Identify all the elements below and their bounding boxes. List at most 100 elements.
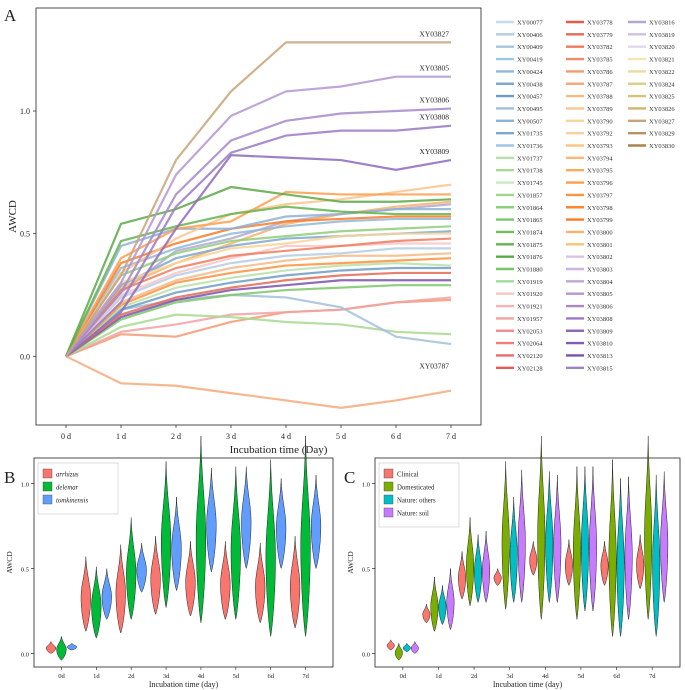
y-axis-label: AWCD bbox=[5, 551, 14, 574]
violin-2d-tomkinensis bbox=[136, 542, 147, 593]
series-line-XY01865 bbox=[65, 284, 451, 358]
series-line-XY01737 bbox=[65, 262, 452, 358]
y-tick-label: 0.0 bbox=[20, 352, 30, 361]
legend-label: XY01919 bbox=[517, 279, 543, 286]
annotation-XY03805: XY03805 bbox=[419, 64, 449, 73]
legend-label: XY00077 bbox=[517, 20, 543, 27]
legend-label: Nature: others bbox=[397, 498, 436, 505]
legend-label: XY03820 bbox=[649, 44, 675, 51]
legend-label: XY03810 bbox=[587, 341, 613, 348]
legend-label: XY03789 bbox=[587, 106, 613, 113]
x-tick-label: 1d bbox=[435, 673, 442, 680]
violin-5d-Domesticated bbox=[572, 466, 581, 620]
violin-3d-arrhizus bbox=[150, 536, 161, 615]
legend-label: XY03822 bbox=[649, 69, 675, 76]
legend-label: XY03792 bbox=[587, 131, 613, 138]
legend-label: Nature: soil bbox=[397, 511, 429, 518]
legend-label: XY03788 bbox=[587, 94, 613, 101]
legend-label: XY01737 bbox=[517, 155, 543, 162]
violin-4d-Nature: soil bbox=[553, 474, 562, 603]
series-line-XY00507 bbox=[65, 208, 451, 357]
x-tick-label: 4d bbox=[542, 673, 549, 680]
legend-label: XY00424 bbox=[517, 69, 543, 76]
violin-6d-delemar bbox=[265, 459, 276, 637]
y-axis-label: AWCD bbox=[7, 200, 19, 233]
legend-label: XY01876 bbox=[517, 254, 543, 261]
violin-3d-Clinical bbox=[493, 568, 502, 586]
x-tick-label: 2d bbox=[128, 673, 135, 680]
violin-3d-Nature: soil bbox=[517, 469, 526, 603]
legend-label: XY03798 bbox=[587, 205, 613, 212]
legend-label: XY03813 bbox=[587, 353, 613, 360]
panel-a-line-chart: 0 d 1 d 2 d 3 d 4 d 5 d 6 d 7 d 0.0 0.5 1.0 Incubat… bbox=[7, 7, 482, 456]
x-tick-label: 0d bbox=[58, 673, 65, 680]
legend-label: XY01857 bbox=[517, 192, 543, 199]
y-tick-label: 0.5 bbox=[20, 230, 30, 239]
legend-swatch bbox=[383, 507, 394, 518]
legend-label: XY01921 bbox=[517, 304, 543, 311]
legend-label: XY03785 bbox=[587, 57, 613, 64]
series-line-XY01920 bbox=[65, 242, 451, 358]
legend-label: XY03808 bbox=[587, 316, 613, 323]
violin-7d-delemar bbox=[300, 435, 311, 637]
violin-4d-Nature: others bbox=[545, 471, 554, 603]
x-tick-label: 5d bbox=[578, 673, 585, 680]
violin-6d-Nature: others bbox=[616, 478, 625, 637]
legend-swatch bbox=[42, 468, 53, 479]
legend-label: XY00438 bbox=[517, 81, 543, 88]
annotation-XY03809: XY03809 bbox=[419, 147, 449, 156]
y-tick-label: 0.0 bbox=[362, 651, 370, 658]
violin-2d-arrhizus bbox=[115, 544, 126, 634]
legend-label: XY01874 bbox=[517, 229, 543, 236]
legend-label: XY03824 bbox=[649, 81, 675, 88]
panel-a-legend: XY00077 XY00406 XY00409 XY00419 XY00424 XY004… bbox=[496, 20, 675, 372]
legend-swatch bbox=[42, 481, 53, 492]
series-line-XY03796 bbox=[65, 190, 451, 357]
legend-label: XY03804 bbox=[587, 279, 613, 286]
series-line-XY01876 bbox=[64, 185, 452, 357]
violin-0d-Domesticated bbox=[394, 643, 403, 661]
violin-1d-delemar bbox=[91, 566, 102, 639]
violin-2d-Domesticated bbox=[466, 517, 474, 607]
legend-label: XY03816 bbox=[649, 20, 675, 27]
legend-label: XY01875 bbox=[517, 242, 543, 249]
violin-5d-Nature: soil bbox=[589, 466, 597, 611]
violin-0d-delemar bbox=[56, 636, 67, 661]
legend-label: XY01745 bbox=[517, 180, 543, 187]
x-axis-label: Incubation time (Day) bbox=[230, 444, 328, 456]
violin-5d-Clinical bbox=[564, 539, 573, 586]
legend-label: XY03800 bbox=[587, 229, 613, 236]
legend-label: XY03794 bbox=[587, 155, 613, 162]
violin-3d-Nature: others bbox=[509, 497, 518, 603]
legend-label: XY01865 bbox=[517, 217, 543, 224]
legend-label: XY02120 bbox=[517, 353, 543, 360]
violin-4d-Clinical bbox=[529, 541, 538, 576]
violin-3d-Domesticated bbox=[501, 461, 510, 610]
annotation-XY03827: XY03827 bbox=[419, 29, 449, 38]
violin-0d-Clinical bbox=[386, 639, 395, 651]
legend-label: XY03801 bbox=[587, 242, 613, 249]
violin-6d-arrhizus bbox=[255, 542, 266, 624]
series-line-XY03813 bbox=[65, 279, 451, 358]
panel-label-b: B bbox=[4, 468, 15, 487]
y-axis-label: AWCD bbox=[346, 551, 355, 574]
violin-2d-Nature: soil bbox=[482, 531, 491, 604]
violin-5d-tomkinensis bbox=[241, 466, 252, 570]
series-line-XY03806 bbox=[65, 107, 452, 358]
legend-label: XY01864 bbox=[517, 205, 543, 212]
x-tick-label: 1 d bbox=[116, 432, 126, 441]
legend-label: XY03787 bbox=[587, 81, 613, 88]
legend-swatch bbox=[42, 494, 53, 505]
violin-1d-tomkinensis bbox=[101, 568, 112, 620]
legend-label: XY03827 bbox=[649, 118, 675, 125]
series-line-XY01864 bbox=[65, 225, 452, 357]
legend-label: XY02128 bbox=[517, 365, 543, 372]
series-line-XY03808 bbox=[65, 124, 452, 358]
violin-2d-Clinical bbox=[458, 551, 466, 600]
x-axis-label: Incubation time (day) bbox=[149, 680, 219, 689]
legend-label: Clinical bbox=[397, 472, 419, 479]
violin-6d-tomkinensis bbox=[276, 478, 287, 570]
x-tick-label: 1d bbox=[93, 673, 100, 680]
x-tick-label: 4 d bbox=[281, 432, 291, 441]
violin-6d-Clinical bbox=[600, 541, 609, 586]
